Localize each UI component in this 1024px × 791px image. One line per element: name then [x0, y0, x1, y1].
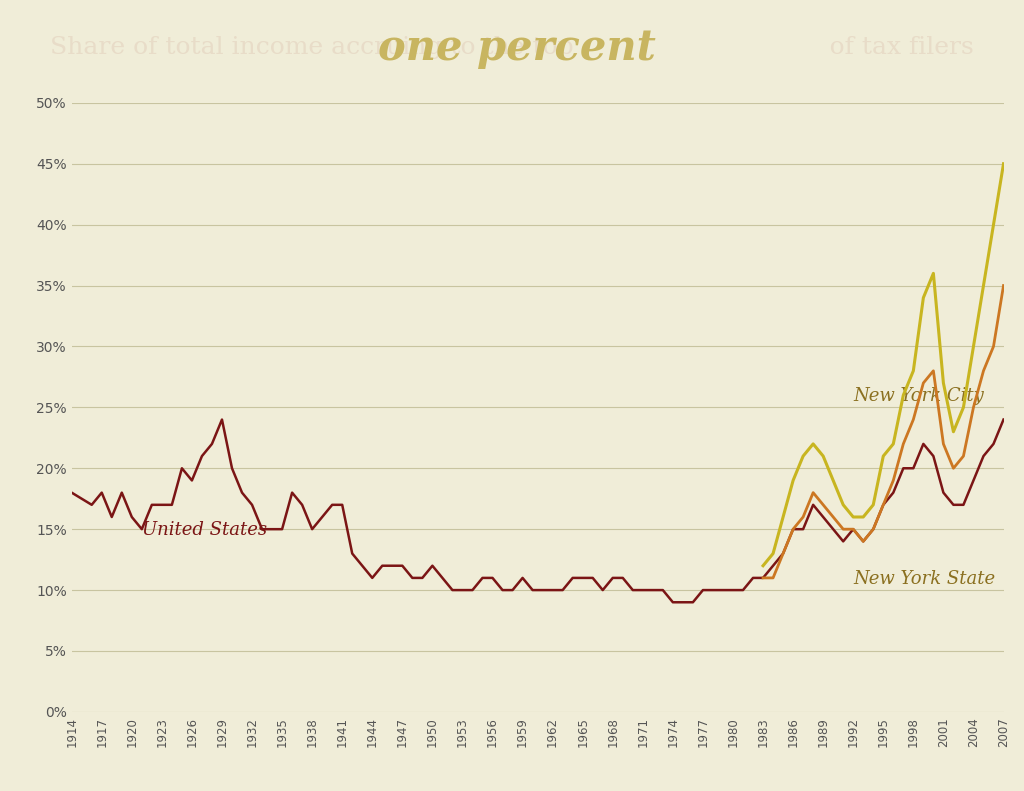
Text: United States: United States: [141, 521, 267, 539]
Text: one percent: one percent: [378, 28, 656, 70]
Text: New York State: New York State: [853, 570, 995, 588]
Text: New York City: New York City: [853, 388, 984, 405]
Text: Share of total income accruing to the top                                of tax : Share of total income accruing to the to…: [50, 36, 974, 59]
